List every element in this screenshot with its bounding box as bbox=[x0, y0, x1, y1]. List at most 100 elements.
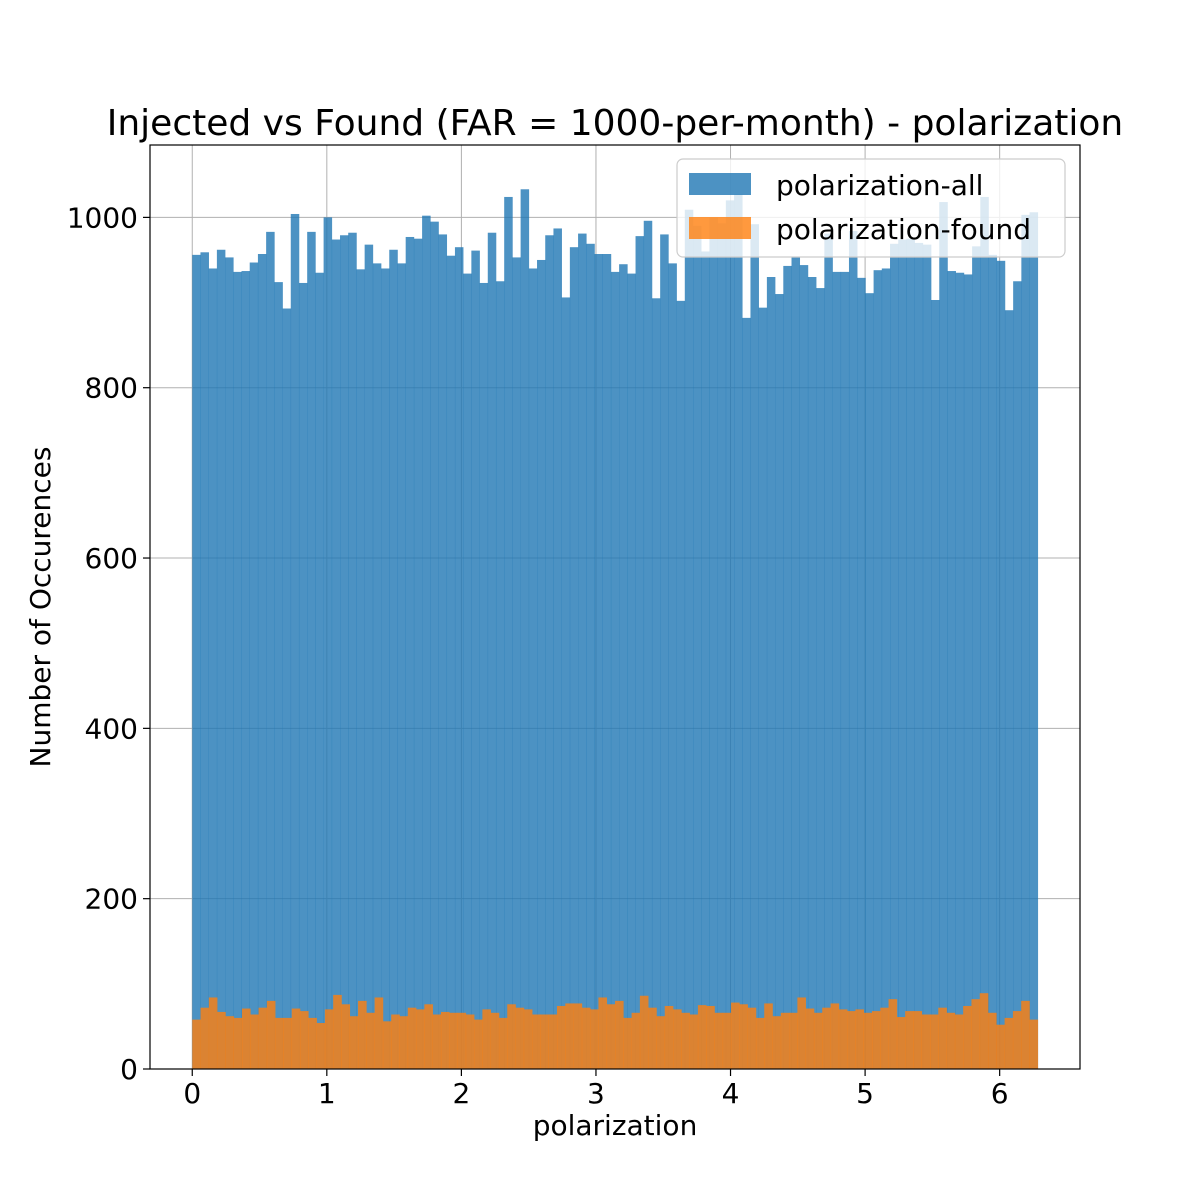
bar-polarization-all bbox=[610, 271, 620, 1069]
bar-polarization-found bbox=[316, 1023, 326, 1069]
bar-polarization-all bbox=[315, 272, 324, 1069]
bar-polarization-found bbox=[988, 1012, 997, 1069]
bar-polarization-found bbox=[813, 1012, 823, 1069]
bar-polarization-found bbox=[606, 1004, 616, 1069]
bar-polarization-found bbox=[747, 1007, 757, 1069]
bar-polarization-all bbox=[249, 262, 259, 1069]
bar-polarization-all bbox=[791, 257, 801, 1069]
bar-polarization-found bbox=[706, 1005, 715, 1069]
bar-polarization-found bbox=[979, 993, 989, 1069]
bar-polarization-all bbox=[824, 233, 833, 1069]
bar-polarization-all bbox=[635, 236, 645, 1070]
bar-polarization-all bbox=[692, 225, 702, 1070]
bar-polarization-found bbox=[946, 1012, 956, 1069]
bar-polarization-found bbox=[250, 1014, 259, 1069]
bar-polarization-all bbox=[430, 221, 439, 1070]
series-polarization-all bbox=[192, 189, 1039, 1070]
bar-polarization-found bbox=[714, 1012, 724, 1069]
bar-polarization-found bbox=[739, 1004, 748, 1069]
bar-polarization-all bbox=[660, 234, 669, 1069]
bar-polarization-found bbox=[697, 1005, 707, 1069]
bar-polarization-found bbox=[722, 1012, 732, 1069]
bar-polarization-found bbox=[681, 1012, 690, 1069]
bar-polarization-found bbox=[755, 1017, 765, 1069]
bar-polarization-found bbox=[333, 994, 342, 1069]
bar-polarization-all bbox=[799, 265, 809, 1070]
bar-polarization-all bbox=[274, 282, 283, 1069]
bar-polarization-found bbox=[871, 1011, 881, 1069]
bar-polarization-found bbox=[789, 1012, 798, 1069]
bar-polarization-all bbox=[750, 224, 759, 1069]
bar-polarization-all bbox=[520, 189, 530, 1069]
bar-polarization-found bbox=[1029, 1019, 1039, 1069]
bar-polarization-found bbox=[880, 1007, 889, 1069]
bar-polarization-found bbox=[896, 1017, 906, 1069]
bar-polarization-found bbox=[225, 1016, 235, 1069]
bar-polarization-all bbox=[241, 271, 251, 1069]
x-tick-label: 4 bbox=[722, 1077, 740, 1110]
bar-polarization-all bbox=[775, 294, 784, 1070]
bar-polarization-all bbox=[298, 282, 308, 1069]
bar-polarization-found bbox=[938, 1007, 947, 1069]
bar-polarization-found bbox=[474, 1019, 483, 1069]
bar-polarization-found bbox=[407, 1007, 417, 1069]
bar-polarization-all bbox=[200, 252, 209, 1069]
bar-polarization-all bbox=[857, 277, 866, 1069]
bar-polarization-all bbox=[996, 260, 1006, 1070]
y-tick-label: 0 bbox=[120, 1053, 138, 1086]
bar-polarization-all bbox=[832, 271, 842, 1069]
bar-polarization-found bbox=[590, 1009, 599, 1069]
bar-polarization-found bbox=[1012, 1011, 1022, 1069]
bar-polarization-all bbox=[331, 239, 341, 1069]
bar-polarization-all bbox=[816, 288, 825, 1070]
bar-polarization-all bbox=[446, 255, 456, 1070]
bar-polarization-found bbox=[374, 997, 384, 1069]
bar-polarization-all bbox=[931, 299, 940, 1070]
bar-polarization-all bbox=[512, 257, 521, 1069]
bar-polarization-found bbox=[656, 1016, 666, 1069]
bar-polarization-found bbox=[498, 1017, 508, 1069]
bar-polarization-all bbox=[422, 215, 431, 1070]
legend-label-found: polarization-found bbox=[776, 213, 1031, 246]
bar-polarization-found bbox=[391, 1014, 400, 1069]
bar-polarization-all bbox=[1013, 281, 1022, 1069]
bar-polarization-found bbox=[233, 1017, 243, 1069]
bar-polarization-found bbox=[556, 1005, 566, 1069]
bar-polarization-all bbox=[438, 234, 448, 1069]
bar-polarization-all bbox=[848, 231, 858, 1069]
bar-polarization-found bbox=[308, 1017, 317, 1069]
bar-polarization-found bbox=[424, 1004, 433, 1069]
bar-polarization-all bbox=[372, 263, 382, 1069]
x-tick-label: 0 bbox=[183, 1077, 201, 1110]
bar-polarization-found bbox=[805, 1008, 815, 1069]
bar-polarization-all bbox=[290, 213, 300, 1069]
bar-polarization-all bbox=[766, 277, 776, 1069]
bar-polarization-found bbox=[971, 999, 981, 1069]
bar-polarization-found bbox=[731, 1002, 740, 1069]
series-polarization-found bbox=[192, 993, 1039, 1069]
bar-polarization-all bbox=[545, 235, 554, 1069]
bar-polarization-all bbox=[487, 232, 497, 1069]
bar-polarization-found bbox=[482, 1009, 491, 1069]
bar-polarization-all bbox=[947, 271, 956, 1069]
bar-polarization-found bbox=[291, 1008, 301, 1069]
bar-polarization-found bbox=[275, 1017, 284, 1069]
bar-polarization-all bbox=[742, 317, 751, 1069]
bar-polarization-all bbox=[578, 233, 587, 1069]
bar-polarization-all bbox=[602, 254, 612, 1069]
bar-polarization-found bbox=[764, 1003, 773, 1069]
bar-polarization-found bbox=[954, 1014, 964, 1069]
bar-polarization-found bbox=[192, 1019, 201, 1069]
bar-polarization-found bbox=[615, 1000, 624, 1069]
legend-label-all: polarization-all bbox=[776, 169, 983, 202]
legend-box bbox=[676, 158, 1066, 258]
bar-polarization-found bbox=[440, 1011, 450, 1069]
bar-polarization-all bbox=[389, 249, 398, 1069]
bar-polarization-found bbox=[366, 1012, 375, 1069]
bar-polarization-found bbox=[208, 997, 218, 1069]
bar-polarization-all bbox=[807, 277, 817, 1069]
bar-polarization-found bbox=[565, 1003, 574, 1069]
plot-area-frame bbox=[149, 144, 1081, 1070]
bar-polarization-all bbox=[865, 293, 874, 1069]
bar-polarization-all bbox=[479, 282, 489, 1069]
